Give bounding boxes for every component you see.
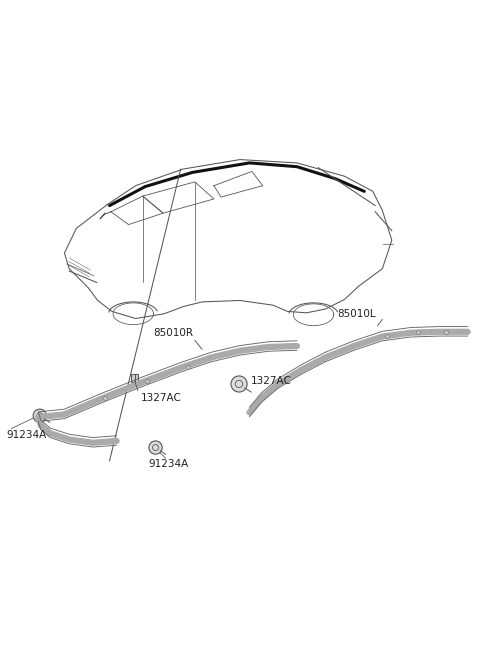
Text: 85010L: 85010L	[337, 308, 375, 319]
Text: 91234A: 91234A	[148, 459, 188, 470]
Circle shape	[231, 376, 247, 392]
FancyBboxPatch shape	[131, 374, 138, 382]
Circle shape	[149, 441, 162, 454]
Circle shape	[33, 409, 47, 422]
Text: 85010R: 85010R	[154, 329, 193, 338]
Text: 1327AC: 1327AC	[251, 376, 291, 386]
Text: 1327AC: 1327AC	[140, 393, 181, 403]
Text: 91234A: 91234A	[7, 430, 47, 440]
